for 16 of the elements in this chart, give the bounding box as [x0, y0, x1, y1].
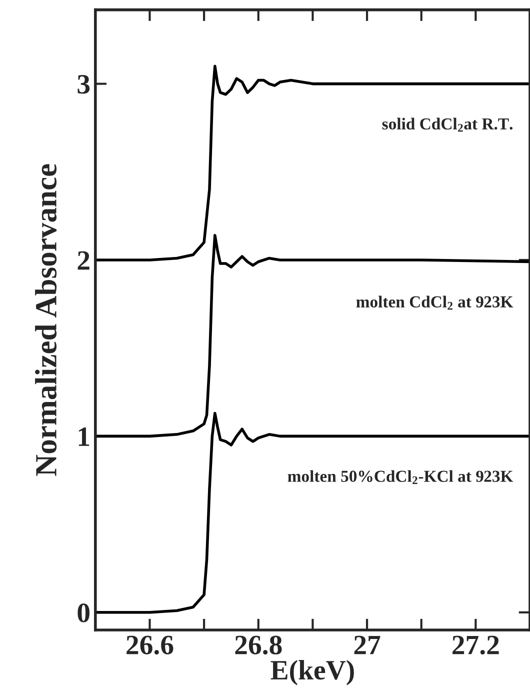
y-tick-label: 3 — [78, 75, 90, 94]
x-tick-label: 26.8 — [235, 636, 282, 655]
x-tick-label: 27 — [354, 636, 380, 654]
x-tick-label: 27.2 — [452, 636, 499, 655]
line-series — [95, 412, 530, 614]
text: molten 50%CdCl$_{2}$-KCl at 923K — [288, 470, 514, 484]
text: solid CdCl$_{2}$at R.T. — [382, 118, 512, 132]
line-series — [95, 234, 530, 438]
x-axis-title: E(keV) — [270, 660, 354, 686]
text: molten CdCl$_{2}$ at 923K — [356, 296, 514, 310]
x-tick-label: 26.6 — [126, 636, 174, 655]
y-tick-label: 0 — [78, 604, 90, 622]
y-tick-label: 1 — [78, 427, 90, 446]
y-axis-title: Normalized Absorvance — [35, 164, 57, 476]
line-series — [95, 64, 530, 262]
y-tick-label: 2 — [78, 251, 90, 270]
